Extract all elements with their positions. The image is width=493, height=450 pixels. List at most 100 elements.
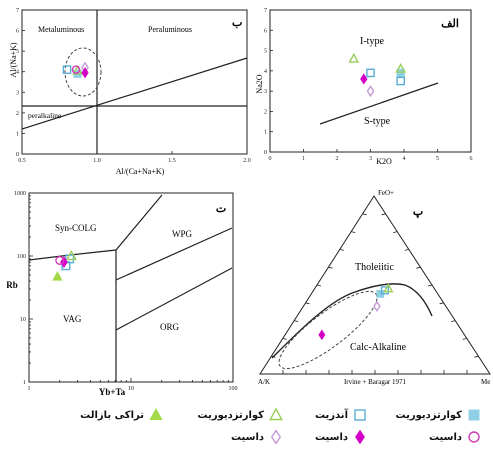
- tick-mark: [328, 266, 333, 269]
- tick-mark: [339, 249, 344, 251]
- tick-mark: [381, 213, 386, 216]
- plot-frame: [269, 9, 472, 153]
- legend-symbol: [468, 409, 480, 421]
- legend-marker: [468, 431, 480, 443]
- tick-label: 6: [16, 29, 19, 35]
- tick-mark: [305, 302, 310, 305]
- plot-frame: [21, 9, 248, 155]
- tick-label: 2: [16, 111, 19, 117]
- legend-marker: [355, 430, 365, 444]
- data-point: [55, 255, 65, 265]
- boundary-line: [28, 194, 163, 261]
- tick-mark: [474, 355, 479, 358]
- legend-symbol: [354, 409, 366, 421]
- tick-label: 7: [264, 8, 267, 14]
- tick-label: 5: [16, 49, 19, 55]
- data-point: [366, 68, 375, 78]
- data-point: [52, 271, 63, 281]
- legend-symbol: [269, 408, 283, 421]
- chart-caption: Irvine + Baragar 1971: [344, 378, 407, 386]
- tick-mark: [362, 213, 367, 216]
- boundary-line: [115, 267, 233, 331]
- boundary-line: [115, 227, 233, 281]
- legend-label: تراکی بازالت: [80, 409, 144, 421]
- tick-label: 10: [128, 386, 134, 392]
- x-axis-label: Yb+Ta: [99, 387, 126, 397]
- tick-label: 3: [16, 90, 19, 96]
- legend-symbol: [270, 430, 282, 444]
- region-label: Syn-COLG: [55, 223, 97, 233]
- legend-label: کوارتزدیوریت: [395, 409, 463, 421]
- tholeiitic-boundary: [271, 283, 433, 359]
- data-point: [395, 63, 406, 73]
- boundary-line: [319, 82, 439, 125]
- panel-label: ت: [216, 203, 226, 215]
- legend-item: داسیت: [231, 430, 283, 444]
- tick-label: 4: [264, 69, 267, 75]
- legend: کوارتزدیوریت آندزیت کوارتزدیوریت تراکی ب…: [0, 402, 493, 450]
- legend-marker: [270, 430, 282, 444]
- tick-mark: [416, 266, 421, 269]
- tick-label: 2.0: [243, 158, 251, 164]
- data-ellipse: [278, 290, 378, 370]
- data-point: [383, 283, 394, 293]
- data-point: [71, 65, 81, 74]
- tick-label: 6: [470, 156, 473, 162]
- afm-ternary-diagram: FeO+ A/K Me Irvine + Baragar 1971 Tholei…: [258, 189, 491, 386]
- legend-item: تراکی بازالت: [80, 408, 163, 422]
- i-s-type-diagram: I-type S-type الف K2O Na2O 0 1 2 3 4 5 6 0 1 2 3 4 5…: [255, 8, 473, 166]
- region-label: VAG: [63, 314, 82, 324]
- x-axis-label: K2O: [376, 157, 392, 166]
- legend-marker: [354, 409, 366, 421]
- panel-label: پ: [413, 206, 423, 218]
- y-axis-label: Rb: [6, 280, 18, 290]
- tick-label: 100: [17, 254, 26, 260]
- legend-label: آندزیت: [314, 409, 348, 421]
- legend-label: داسیت: [428, 431, 462, 443]
- region-label: peralkaline: [28, 111, 62, 120]
- legend-label: داسیت: [314, 431, 348, 443]
- region-label: Peraluminous: [148, 25, 192, 34]
- region-label: I-type: [360, 36, 384, 47]
- tick-label: 100: [229, 386, 238, 392]
- tick-label: 0: [264, 150, 267, 156]
- data-point: [380, 286, 389, 295]
- data-point: [81, 67, 89, 79]
- region-label: ORG: [160, 322, 180, 332]
- data-point: [318, 329, 326, 341]
- tick-label: 6: [264, 28, 267, 34]
- tick-label: 4: [403, 156, 406, 162]
- y-axis-label: Al/(Na+K): [9, 42, 18, 78]
- region-label: Calc-Alkaline: [350, 342, 407, 353]
- region-label: S-type: [364, 116, 391, 127]
- tick-mark: [393, 231, 398, 233]
- tick-label: 1: [302, 156, 305, 162]
- data-point: [60, 256, 68, 268]
- data-point: [366, 85, 375, 98]
- tick-mark: [404, 249, 409, 251]
- tick-label: 5: [264, 49, 267, 55]
- legend-item: کوارتزدیوریت: [396, 408, 482, 422]
- tick-label: 7: [16, 8, 19, 14]
- tick-label: 0.5: [18, 158, 26, 164]
- tick-label: 10: [20, 317, 26, 323]
- figure-canvas: Metaluminous Peraluminous peralkaline ب …: [6, 8, 491, 397]
- tick-mark: [462, 338, 467, 340]
- panel-label: الف: [441, 18, 459, 30]
- data-point: [348, 52, 360, 63]
- tick-label: 2: [336, 156, 339, 162]
- tick-label: 2: [264, 109, 267, 115]
- tick-mark: [351, 231, 356, 233]
- tick-label: 1: [28, 386, 31, 392]
- data-point: [62, 65, 72, 74]
- y-axis-label: Na2O: [255, 74, 264, 93]
- legend-marker: [468, 409, 480, 421]
- tick-label: 3: [369, 156, 372, 162]
- legend-item: داسیت: [429, 430, 481, 444]
- legend-label: داسیت: [230, 431, 264, 443]
- panel-label: ب: [232, 17, 242, 29]
- tick-mark: [451, 320, 456, 322]
- apex-label: A/K: [258, 378, 270, 386]
- region-label: Metaluminous: [38, 25, 84, 34]
- tick-mark: [439, 302, 444, 305]
